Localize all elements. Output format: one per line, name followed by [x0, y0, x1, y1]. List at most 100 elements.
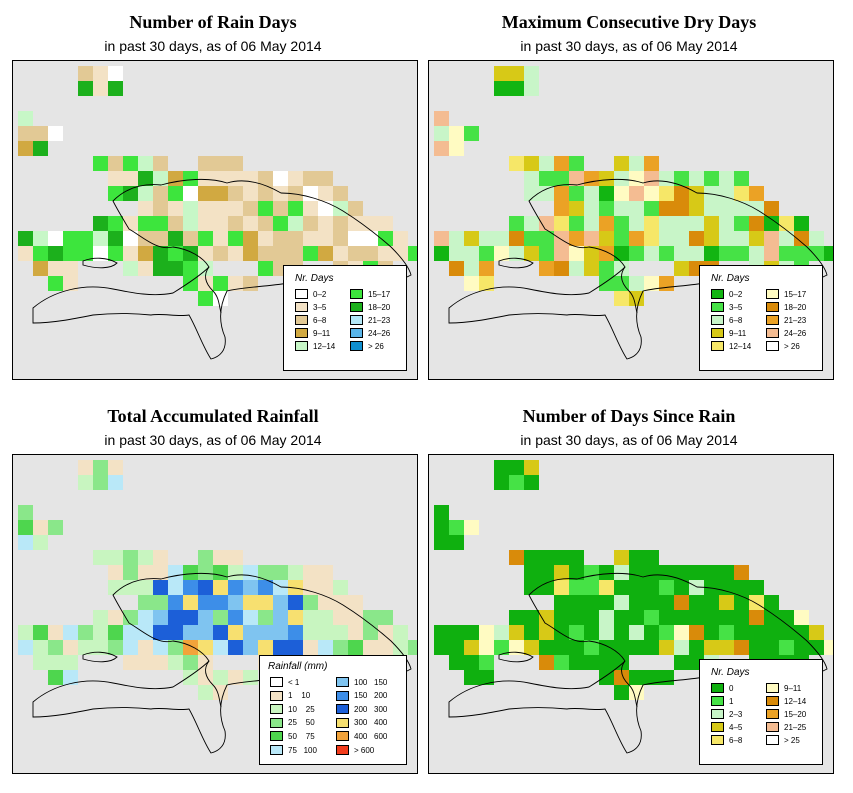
grid-cell [749, 201, 764, 216]
grid-cell [524, 186, 539, 201]
grid-cell [18, 520, 33, 535]
grid-cell [779, 216, 794, 231]
grid-cell [704, 171, 719, 186]
grid-cell [348, 640, 363, 655]
grid-cell [333, 610, 348, 625]
grid-cell [494, 81, 509, 96]
grid-cell [228, 640, 243, 655]
grid-cell [198, 550, 213, 565]
grid-cell [303, 216, 318, 231]
grid-cell [689, 201, 704, 216]
grid-cell [228, 565, 243, 580]
grid-cell [273, 231, 288, 246]
grid-cell [584, 171, 599, 186]
grid-cell [183, 670, 198, 685]
grid-cell [464, 640, 479, 655]
grid-cell [153, 640, 168, 655]
legend-swatch [766, 315, 779, 325]
grid-cell [509, 640, 524, 655]
grid-cell [228, 156, 243, 171]
grid-cell [629, 231, 644, 246]
grid-cell [183, 216, 198, 231]
grid-cell [674, 655, 689, 670]
grid-cell [48, 655, 63, 670]
grid-cell [524, 246, 539, 261]
grid-cell [108, 81, 123, 96]
grid-cell [659, 640, 674, 655]
legend-swatch [295, 289, 308, 299]
grid-cell [48, 670, 63, 685]
grid-cell [183, 231, 198, 246]
grid-cell [524, 580, 539, 595]
grid-cell [63, 625, 78, 640]
coastline [32, 178, 412, 360]
legend-item: 300 400 [336, 717, 387, 729]
grid-cell [719, 610, 734, 625]
grid-cell [599, 565, 614, 580]
legend-item: 12–14 [295, 340, 335, 352]
grid-cell [288, 595, 303, 610]
grid-cell [288, 201, 303, 216]
grid-cell [599, 670, 614, 685]
grid-cell [764, 610, 779, 625]
grid-cell [554, 261, 569, 276]
grid-cell [524, 640, 539, 655]
grid-cell [138, 231, 153, 246]
grid-cell [318, 231, 333, 246]
legend-label: 9–11 [729, 328, 747, 338]
map-frame: Nr. Days 0–2 3–5 6–8 9–11 12–14 15–17 18–20 21–… [12, 60, 418, 380]
grid-cell [614, 201, 629, 216]
grid-cell [63, 276, 78, 291]
legend-swatch [295, 341, 308, 351]
grid-cell [183, 186, 198, 201]
legend-label: 21–23 [368, 315, 391, 325]
grid-cell [629, 685, 644, 700]
grid-cell [18, 126, 33, 141]
grid-cell [213, 550, 228, 565]
legend-swatch [766, 735, 779, 745]
legend-item: 200 300 [336, 703, 387, 715]
grid-cell [524, 81, 539, 96]
grid-cell [524, 550, 539, 565]
grid-cell [243, 171, 258, 186]
grid-cell [93, 81, 108, 96]
grid-cell [629, 201, 644, 216]
grid-cell [479, 246, 494, 261]
grid-cell [153, 186, 168, 201]
grid-cell [479, 670, 494, 685]
grid-cell [378, 610, 393, 625]
grid-cell [108, 216, 123, 231]
grid-cell [48, 625, 63, 640]
grid-cell [213, 291, 228, 306]
grid-cell [408, 640, 417, 655]
grid-cell [749, 216, 764, 231]
grid-cell [378, 625, 393, 640]
grid-cell [434, 126, 449, 141]
grid-cell [198, 291, 213, 306]
grid-cell [629, 670, 644, 685]
grid-cell [138, 610, 153, 625]
grid-cell [449, 655, 464, 670]
legend-item: 6–8 [711, 314, 742, 326]
grid-cell [378, 640, 393, 655]
grid-cell [243, 246, 258, 261]
grid-cell [734, 246, 749, 261]
grid-cell [674, 625, 689, 640]
grid-cell [168, 186, 183, 201]
legend-label: 0 [729, 683, 734, 693]
grid-cell [524, 460, 539, 475]
grid-cell [794, 625, 809, 640]
legend-label: 6–8 [313, 315, 327, 325]
grid-cell [659, 231, 674, 246]
grid-cell [569, 216, 584, 231]
grid-cell [614, 610, 629, 625]
grid-cell [213, 640, 228, 655]
grid-cell [108, 246, 123, 261]
grid-cell [48, 276, 63, 291]
grid-cell [614, 231, 629, 246]
grid-cell [599, 216, 614, 231]
legend-title: Nr. Days [711, 667, 750, 678]
grid-cell [183, 201, 198, 216]
grid-cell [168, 580, 183, 595]
grid-cell [704, 625, 719, 640]
